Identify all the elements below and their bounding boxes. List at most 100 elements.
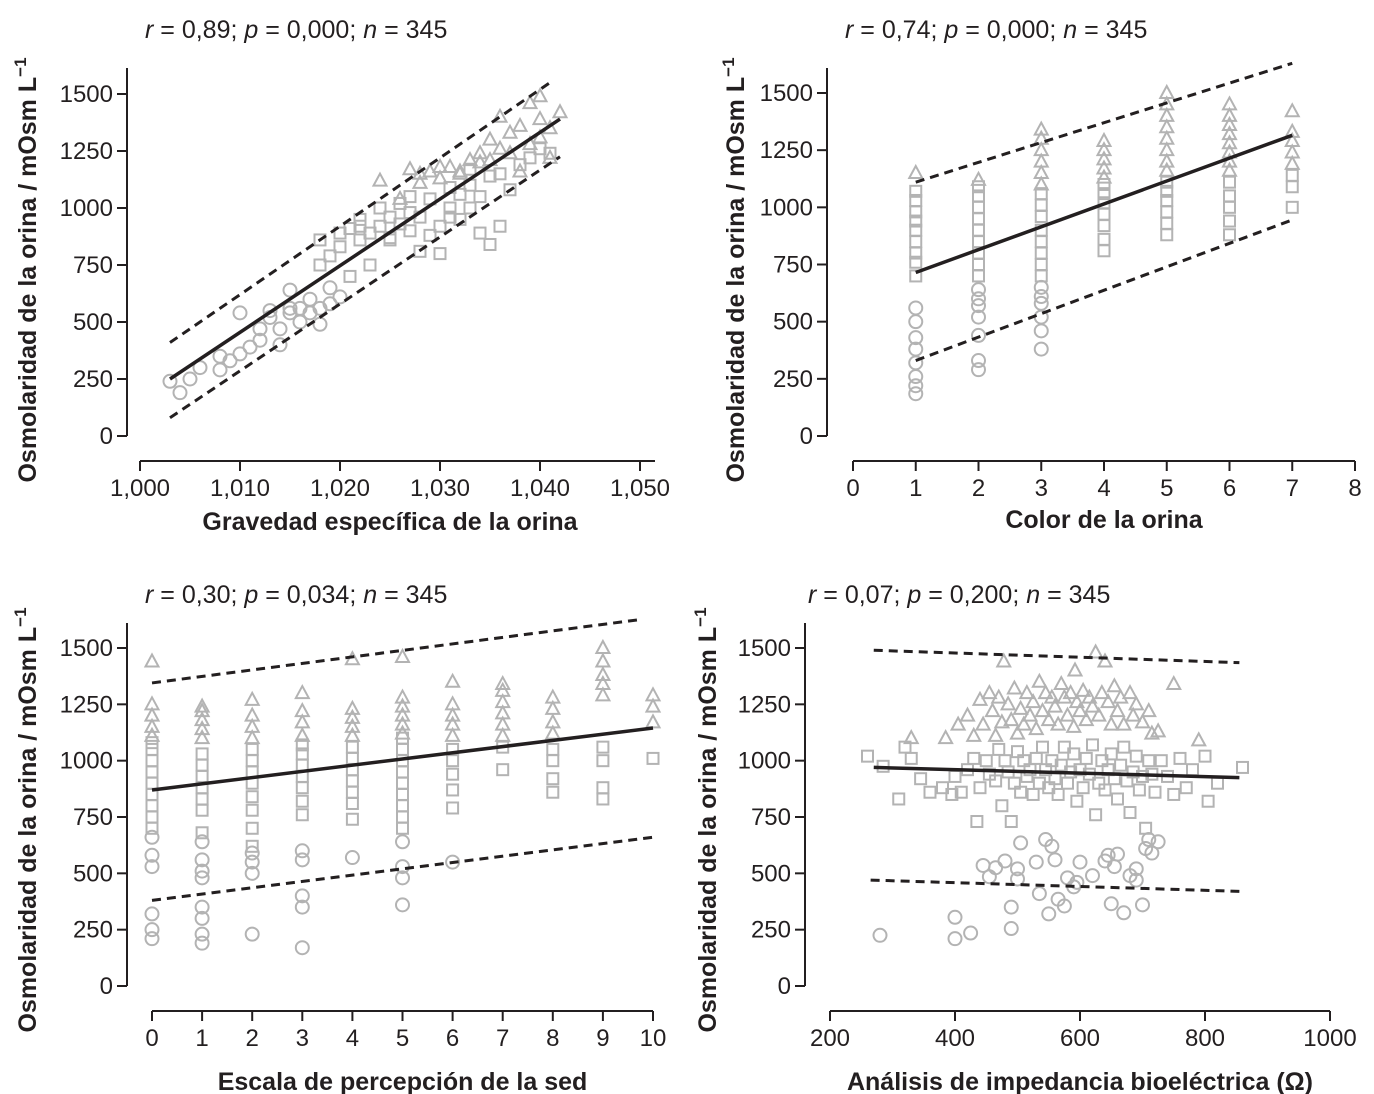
circle-point — [971, 282, 986, 298]
square-point — [403, 224, 417, 238]
y-tick-label: 1500 — [760, 80, 813, 107]
circle-point — [908, 369, 924, 385]
square-point — [1097, 187, 1111, 201]
square-point — [323, 249, 337, 263]
square-point — [995, 799, 1009, 813]
square-point — [1076, 781, 1090, 795]
square-point — [909, 184, 923, 198]
triangle-point — [1062, 683, 1079, 700]
y-tick-label: 0 — [100, 423, 113, 450]
square-point — [1160, 205, 1174, 219]
square-point — [1104, 747, 1118, 761]
square-point — [1160, 228, 1174, 242]
circle-point — [194, 863, 210, 879]
stats-annotation: r = 0,30; p = 0,034; n = 345 — [145, 581, 447, 609]
triangle-point — [1095, 159, 1113, 175]
square-point — [1201, 794, 1215, 808]
circle-point — [1003, 921, 1019, 937]
square-point — [463, 201, 477, 215]
circle-point — [194, 935, 210, 951]
y-tick-label: 750 — [73, 252, 113, 279]
square-point — [546, 772, 560, 786]
square-point — [1061, 776, 1074, 790]
square-point — [1123, 805, 1137, 819]
circle-point — [144, 847, 160, 863]
circle-point — [971, 291, 986, 307]
triangle-point — [999, 695, 1017, 711]
circle-point — [144, 922, 160, 938]
square-point — [343, 269, 357, 283]
circle-point — [1141, 832, 1157, 848]
square-point — [396, 787, 409, 801]
square-point — [909, 269, 923, 283]
triangle-point — [987, 726, 1004, 742]
square-point — [313, 258, 327, 272]
circle-point — [971, 327, 986, 343]
triangle-point — [1066, 661, 1084, 677]
y-tick-label: 250 — [751, 917, 791, 944]
circle-point — [1150, 834, 1166, 850]
triangle-point — [1012, 699, 1029, 715]
circle-point — [194, 899, 210, 915]
triangle-point — [193, 729, 211, 745]
triangle-point — [371, 171, 389, 187]
x-tick-label: 1 — [909, 475, 922, 502]
square-point — [972, 269, 985, 283]
triangle-point — [511, 162, 529, 178]
triangle-point — [1015, 715, 1032, 731]
x-tick-label: 8 — [1348, 475, 1361, 502]
circle-point — [244, 926, 260, 942]
triangle-point — [544, 688, 561, 704]
upper-prediction-band — [873, 648, 1240, 665]
triangle-point — [1106, 677, 1123, 693]
square-point — [861, 749, 874, 763]
square-point — [1285, 200, 1299, 214]
square-point — [245, 803, 259, 817]
triangle-point — [193, 720, 211, 736]
regression-line — [915, 133, 1293, 275]
square-point — [596, 792, 610, 806]
triangle-point — [294, 701, 311, 718]
x-tick-label: 10 — [640, 1025, 667, 1052]
square-point — [1285, 168, 1299, 182]
square-point — [546, 785, 560, 799]
triangle-point — [544, 713, 561, 729]
square-point — [363, 258, 377, 272]
square-point — [145, 810, 159, 824]
square-point — [904, 751, 918, 765]
square-point — [596, 754, 610, 768]
circle-point — [908, 314, 924, 330]
square-point — [1067, 747, 1081, 761]
square-point — [513, 158, 527, 172]
triangle-point — [1087, 643, 1104, 659]
triangle-point — [193, 697, 211, 713]
y-tick-label: 1500 — [60, 635, 113, 662]
y-axis-label-exponent: −1 — [11, 57, 30, 76]
triangle-point — [1021, 706, 1039, 722]
square-point — [973, 781, 987, 795]
square-point — [998, 754, 1012, 768]
triangle-point — [1037, 683, 1054, 700]
circle-point — [1033, 289, 1049, 305]
circle-point — [244, 845, 260, 861]
triangle-point — [1033, 152, 1050, 168]
triangle-point — [1221, 106, 1238, 122]
square-point — [1079, 751, 1093, 765]
triangle-point — [1065, 717, 1082, 733]
square-point — [373, 219, 387, 233]
regression-line — [873, 765, 1240, 780]
square-point — [1097, 244, 1111, 258]
square-point — [923, 785, 937, 799]
triangle-point — [394, 688, 411, 704]
regression-line — [151, 726, 654, 792]
triangle-point — [244, 690, 261, 706]
triangle-point — [1084, 697, 1101, 713]
triangle-point — [444, 695, 461, 711]
y-tick-label: 750 — [773, 252, 813, 279]
y-axis-label: Osmolaridad de la orina / mOsm L−1 — [11, 57, 42, 482]
square-point — [396, 810, 409, 824]
square-point — [1148, 785, 1162, 799]
square-point — [483, 237, 497, 251]
square-point — [1236, 760, 1249, 774]
circle-point — [908, 341, 924, 357]
